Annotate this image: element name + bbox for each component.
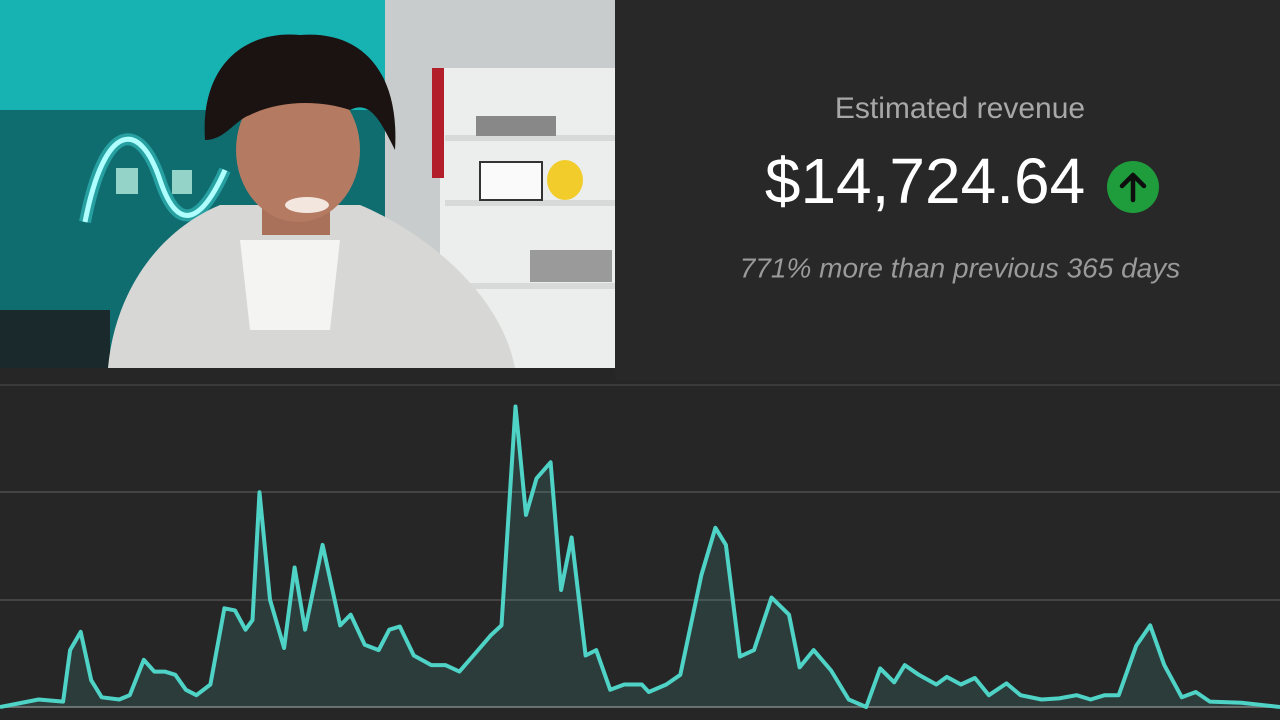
line xyxy=(0,404,1280,709)
revenue-comparison: 771% more than previous 365 days xyxy=(740,252,1181,283)
revenue-amount: $14,724.64 xyxy=(765,145,1085,217)
revenue-label: Estimated revenue xyxy=(835,92,1085,125)
revenue-card xyxy=(615,0,1280,380)
up-arrow xyxy=(1119,172,1147,203)
area xyxy=(0,406,1280,707)
gridlines xyxy=(0,384,1280,708)
webcam-image xyxy=(0,0,615,368)
